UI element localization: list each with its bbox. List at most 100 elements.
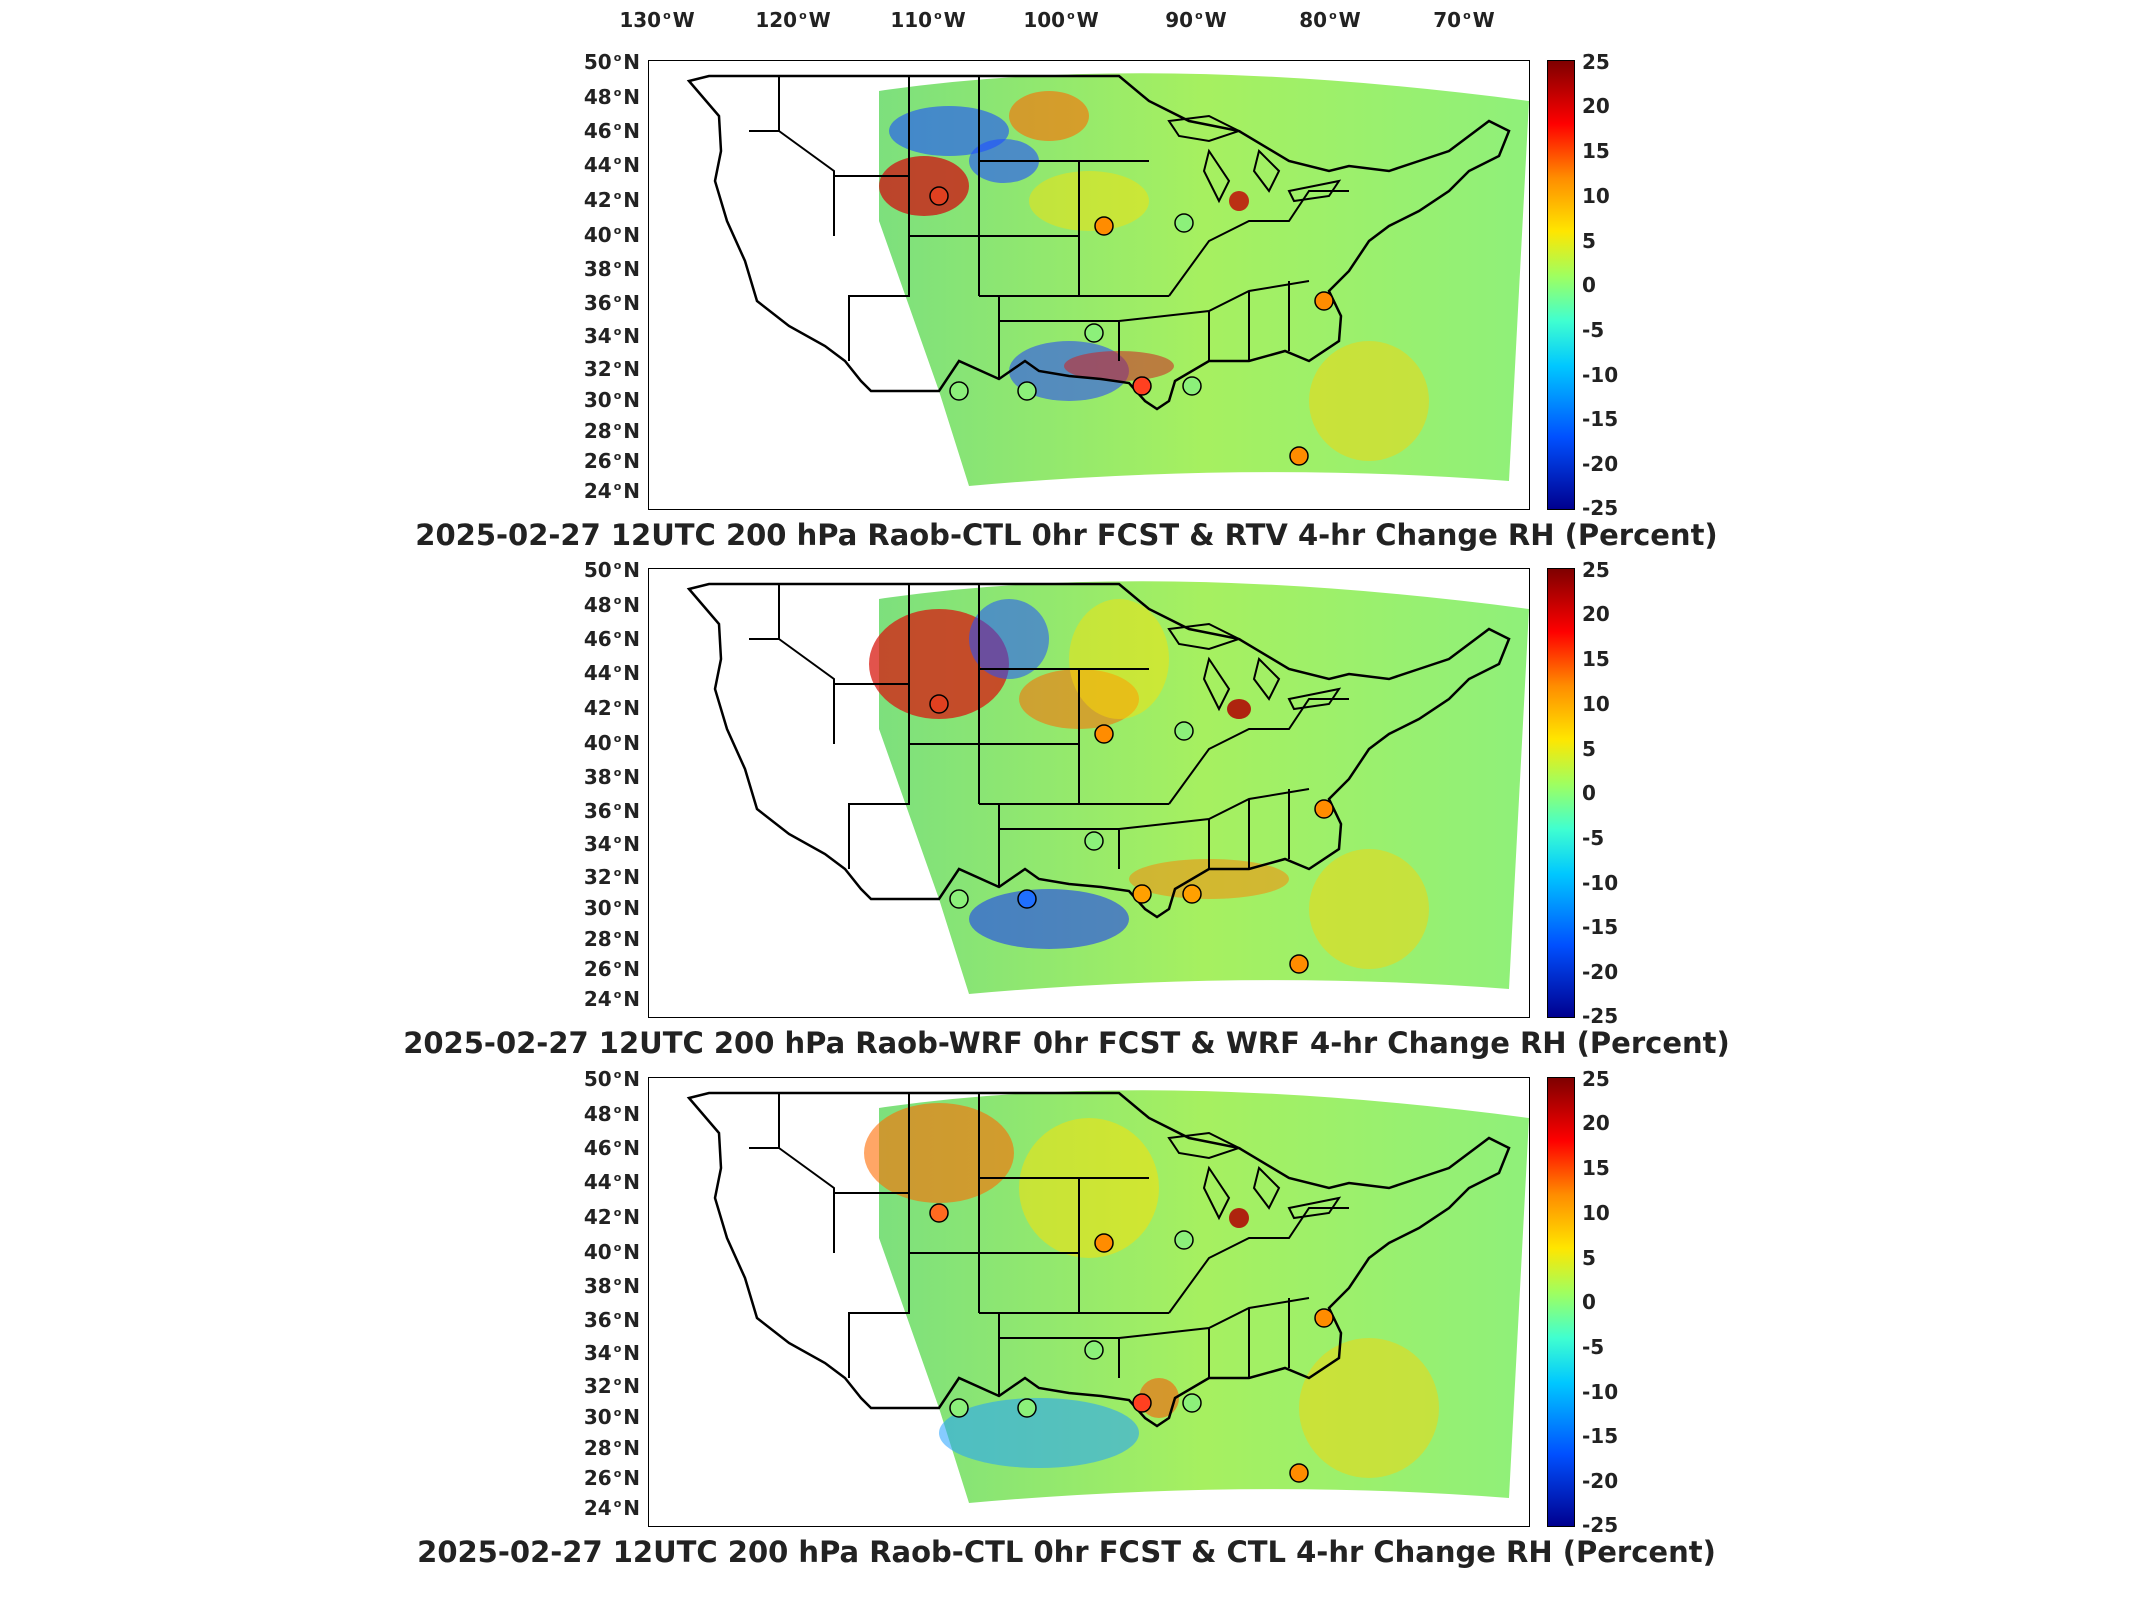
colorbar-tick: -20	[1582, 452, 1619, 476]
lon-label: 100 o W	[1023, 8, 1099, 32]
raob-station	[1182, 1393, 1202, 1413]
lat-label: 40 o N	[583, 1240, 640, 1264]
colorbar-tick: 0	[1582, 781, 1596, 805]
raob-station	[1314, 799, 1334, 819]
colorbar	[1547, 60, 1575, 510]
high-anomaly	[864, 1103, 1014, 1203]
lat-label: 44 o N	[583, 153, 640, 177]
lat-label: 26 o N	[583, 957, 640, 981]
high-anomaly	[1009, 91, 1089, 141]
lat-label: 26 o N	[583, 1466, 640, 1490]
colorbar	[1547, 568, 1575, 1018]
high-anomaly	[1229, 191, 1249, 211]
lat-label: 40 o N	[583, 223, 640, 247]
map-panel-3: 50 o N 48 o N 46 o N 44 o N 42 o N 40 o N 38 o N 36 o N …	[0, 1057, 2133, 1569]
raob-station	[1084, 831, 1104, 851]
raob-station	[1017, 381, 1037, 401]
raob-station	[1289, 954, 1309, 974]
lat-label: 34 o N	[583, 324, 640, 348]
colorbar	[1547, 1077, 1575, 1527]
raob-station	[949, 381, 969, 401]
lat-label: 24 o N	[583, 479, 640, 503]
panel-title: 2025-02-27 12UTC 200 hPa Raob-CTL 0hr FC…	[417, 1535, 1716, 1569]
raob-station	[929, 186, 949, 206]
lat-label: 42 o N	[583, 1205, 640, 1229]
raob-station	[1017, 889, 1037, 909]
map-plot-area	[648, 1077, 1530, 1527]
lat-label: 30 o N	[583, 896, 640, 920]
colorbar-tick: 25	[1582, 558, 1610, 582]
colorbar-tick: -5	[1582, 318, 1605, 342]
lat-label: 48 o N	[583, 85, 640, 109]
map-panel-2: 50 o N 48 o N 46 o N 44 o N 42 o N 40 o N 38 o N 36 o N …	[0, 548, 2133, 1060]
raob-station	[1314, 291, 1334, 311]
lat-label: 38 o N	[583, 1274, 640, 1298]
low-anomaly	[969, 599, 1049, 679]
map-plot-area	[648, 568, 1530, 1018]
lat-label: 46 o N	[583, 119, 640, 143]
colorbar-tick: -20	[1582, 1469, 1619, 1493]
raob-station	[1314, 1308, 1334, 1328]
panel-title: 2025-02-27 12UTC 200 hPa Raob-WRF 0hr FC…	[403, 1026, 1730, 1060]
colorbar-tick: -10	[1582, 1380, 1619, 1404]
raob-station	[929, 1203, 949, 1223]
lat-label: 40 o N	[583, 731, 640, 755]
colorbar-tick: -15	[1582, 1424, 1619, 1448]
high-anomaly	[1309, 849, 1429, 969]
lon-label: 110 o W	[890, 8, 966, 32]
raob-station	[1132, 884, 1152, 904]
lat-label: 28 o N	[583, 1436, 640, 1460]
colorbar-tick: 15	[1582, 139, 1610, 163]
lat-label: 42 o N	[583, 188, 640, 212]
raob-station	[1132, 1393, 1152, 1413]
lon-label: 70 o W	[1433, 8, 1495, 32]
colorbar-tick: 10	[1582, 692, 1610, 716]
lat-label: 24 o N	[583, 987, 640, 1011]
raob-station	[1182, 884, 1202, 904]
raob-station	[1094, 216, 1114, 236]
colorbar-tick: 15	[1582, 647, 1610, 671]
lat-label: 46 o N	[583, 627, 640, 651]
colorbar-tick: 5	[1582, 229, 1596, 253]
colorbar-tick: 20	[1582, 94, 1610, 118]
colorbar-tick: 0	[1582, 273, 1596, 297]
lat-label: 50 o N	[583, 558, 640, 582]
raob-station	[1017, 1398, 1037, 1418]
lat-label: 26 o N	[583, 449, 640, 473]
lat-label: 48 o N	[583, 593, 640, 617]
lat-label: 50 o N	[583, 1067, 640, 1091]
colorbar-tick: 25	[1582, 50, 1610, 74]
colorbar-tick: -25	[1582, 496, 1619, 520]
high-anomaly	[1299, 1338, 1439, 1478]
raob-station	[1132, 376, 1152, 396]
lat-label: 38 o N	[583, 765, 640, 789]
lat-label: 36 o N	[583, 1308, 640, 1332]
colorbar-tick: -10	[1582, 363, 1619, 387]
colorbar-tick: -25	[1582, 1513, 1619, 1537]
lat-label: 32 o N	[583, 1374, 640, 1398]
raob-station	[1084, 323, 1104, 343]
low-anomaly	[939, 1398, 1139, 1468]
raob-station	[949, 889, 969, 909]
high-anomaly	[1229, 1208, 1249, 1228]
colorbar-tick: 20	[1582, 602, 1610, 626]
raob-station	[929, 694, 949, 714]
lat-label: 48 o N	[583, 1102, 640, 1126]
high-anomaly	[879, 156, 969, 216]
lon-label: 120 o W	[755, 8, 831, 32]
colorbar-tick: 10	[1582, 184, 1610, 208]
lat-label: 30 o N	[583, 1405, 640, 1429]
lon-label: 130 o W	[619, 8, 695, 32]
lat-label: 36 o N	[583, 799, 640, 823]
lat-label: 34 o N	[583, 1341, 640, 1365]
panel-title: 2025-02-27 12UTC 200 hPa Raob-CTL 0hr FC…	[415, 518, 1718, 552]
lon-label: 80 o W	[1299, 8, 1361, 32]
raob-station	[1174, 1230, 1194, 1250]
low-anomaly	[969, 889, 1129, 949]
raob-station	[1094, 1233, 1114, 1253]
raob-station	[1094, 724, 1114, 744]
lat-label: 28 o N	[583, 927, 640, 951]
colorbar-tick: 15	[1582, 1156, 1610, 1180]
map-plot-area	[648, 60, 1530, 510]
raob-station	[1174, 213, 1194, 233]
